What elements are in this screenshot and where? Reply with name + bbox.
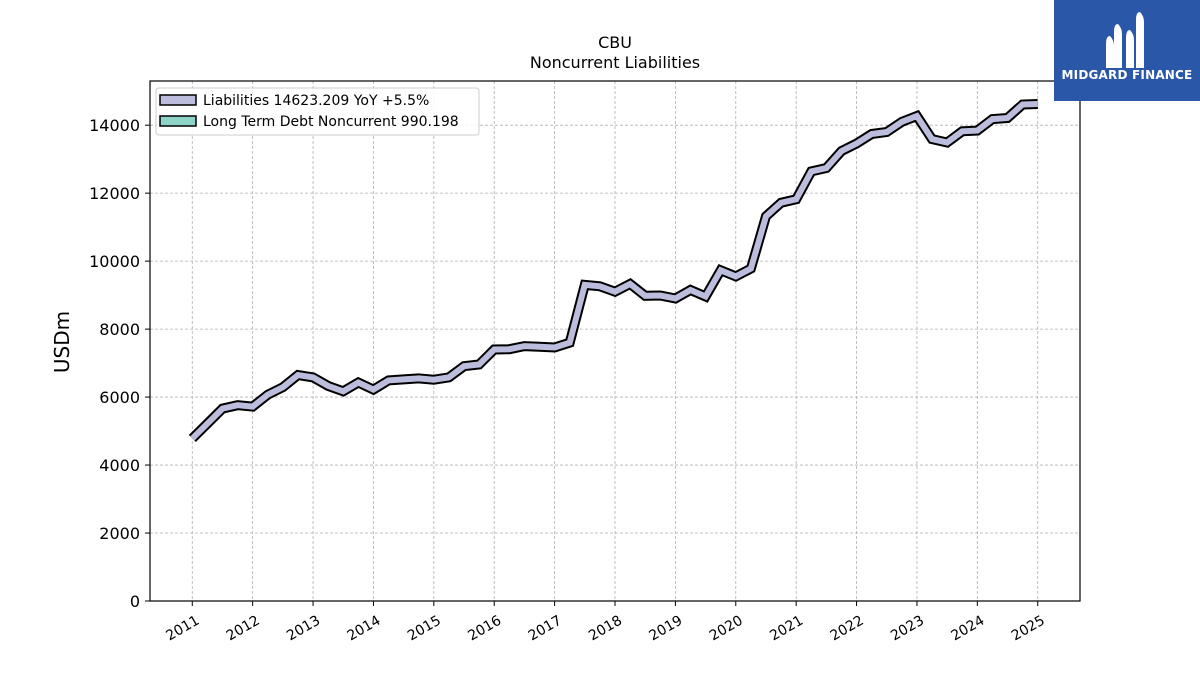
x-tick-label: 2015 (405, 613, 444, 645)
plot-frame (149, 80, 1081, 602)
y-tick-label: 4000 (99, 456, 140, 475)
x-tick-label: 2012 (224, 613, 263, 645)
y-tick-label: 10000 (89, 252, 140, 271)
y-axis: 0 2000 4000 6000 8000 10000 12000 14000 (89, 116, 150, 611)
legend-label-long-term-debt: Long Term Debt Noncurrent 990.198 (203, 114, 459, 130)
y-tick-label: 14000 (89, 116, 140, 135)
y-tick-label: 12000 (89, 184, 140, 203)
x-tick-label: 2011 (163, 613, 202, 645)
chart-series (188, 99, 1038, 443)
brand-logo: MIDGARD FINANCE (1054, 0, 1200, 101)
x-axis: 2011 2012 2013 2014 2015 2016 2017 2018 2019 2020… (163, 601, 1048, 645)
x-tick-label: 2013 (284, 613, 323, 645)
chart-subtitle: Noncurrent Liabilities (530, 53, 700, 72)
x-tick-label: 2018 (586, 613, 625, 645)
legend: Liabilities 14623.209 YoY +5.5% Long Ter… (155, 87, 480, 136)
x-tick-label: 2021 (767, 613, 806, 645)
x-tick-label: 2022 (828, 613, 867, 645)
x-tick-label: 2017 (526, 613, 565, 645)
legend-label-liabilities: Liabilities 14623.209 YoY +5.5% (203, 93, 429, 109)
y-tick-label: 6000 (99, 388, 140, 407)
x-tick-label: 2020 (707, 613, 746, 645)
x-tick-label: 2019 (647, 613, 686, 645)
series-line-liabilities (190, 101, 1038, 441)
chart-title: CBU (598, 33, 632, 52)
y-tick-label: 8000 (99, 320, 140, 339)
x-tick-label: 2016 (465, 613, 504, 645)
brand-mark-icon (1054, 0, 1200, 101)
y-axis-label: USDm (50, 311, 74, 373)
brand-name: MIDGARD FINANCE (1061, 68, 1193, 82)
y-tick-label: 2000 (99, 524, 140, 543)
legend-swatch-liabilities (159, 94, 197, 106)
x-tick-label: 2023 (888, 613, 927, 645)
x-tick-label: 2025 (1009, 613, 1048, 645)
legend-box (155, 87, 480, 136)
legend-swatch-long-term-debt (159, 115, 197, 127)
x-tick-label: 2024 (948, 613, 987, 645)
x-tick-label: 2014 (345, 613, 384, 645)
chart-grid (150, 81, 1080, 602)
y-tick-label: 0 (130, 592, 140, 611)
